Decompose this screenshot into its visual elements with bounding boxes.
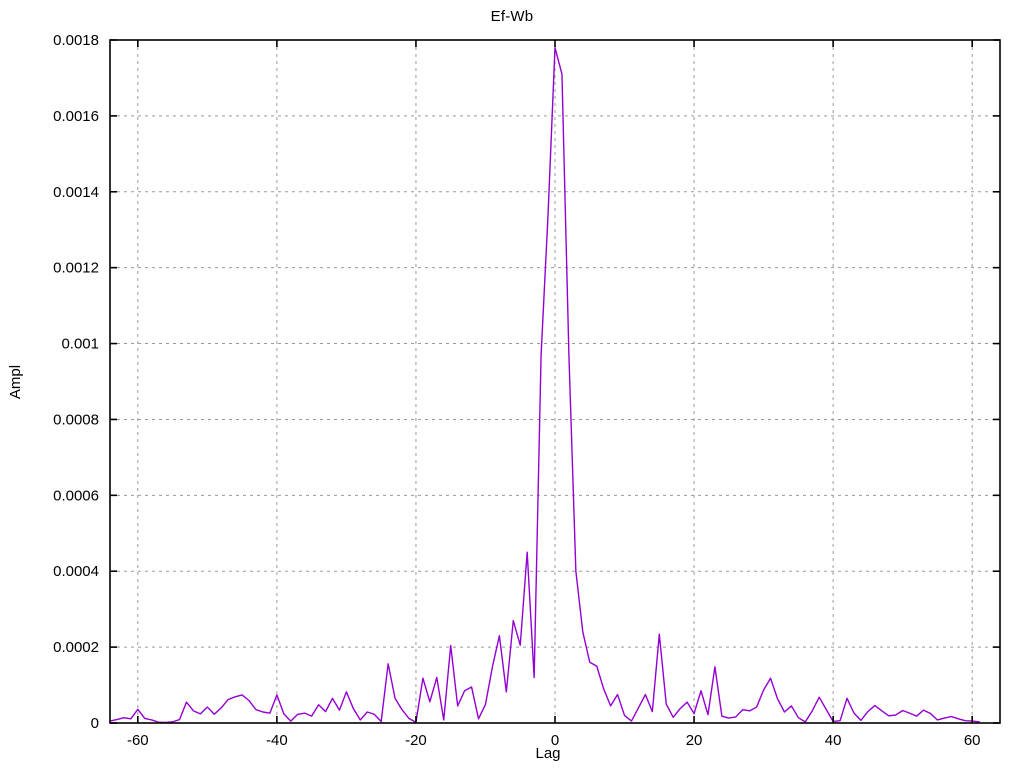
x-tick-label: 20: [686, 732, 703, 749]
y-tick-label: 0.0002: [53, 639, 99, 656]
axis-frame: [109, 39, 1001, 724]
chart-title: Ef-Wb: [490, 8, 534, 25]
x-tick-label: 0: [551, 732, 559, 749]
x-axis-label: Lag: [535, 745, 560, 762]
x-tick-label: -60: [127, 732, 149, 749]
gridlines: [110, 39, 1000, 723]
x-tick-label: 60: [964, 732, 981, 749]
axis-ticks: [110, 39, 1000, 724]
axis-tick-labels: 0 0.0002 0.0004 0.0006 0.0008 0.001 0.0012 0.00…: [53, 32, 980, 749]
y-axis-label: Ampl: [7, 365, 24, 399]
y-tick-label: 0.0006: [53, 487, 99, 504]
plot-border: [109, 39, 1001, 724]
y-tick-label: 0.0008: [53, 411, 99, 428]
y-tick-label: 0.0004: [53, 563, 99, 580]
y-tick-label: 0.0014: [53, 184, 99, 201]
series-line-0: [109, 46, 980, 724]
data-series-group: [109, 46, 980, 724]
x-tick-label: -20: [405, 732, 427, 749]
y-tick-label: 0.0012: [53, 260, 99, 277]
x-tick-label: -40: [266, 732, 288, 749]
y-tick-label: 0.001: [61, 336, 99, 353]
y-tick-label: 0: [91, 715, 99, 732]
x-tick-label: 40: [825, 732, 842, 749]
y-tick-label: 0.0016: [53, 108, 99, 125]
y-tick-label: 0.0018: [53, 32, 99, 49]
